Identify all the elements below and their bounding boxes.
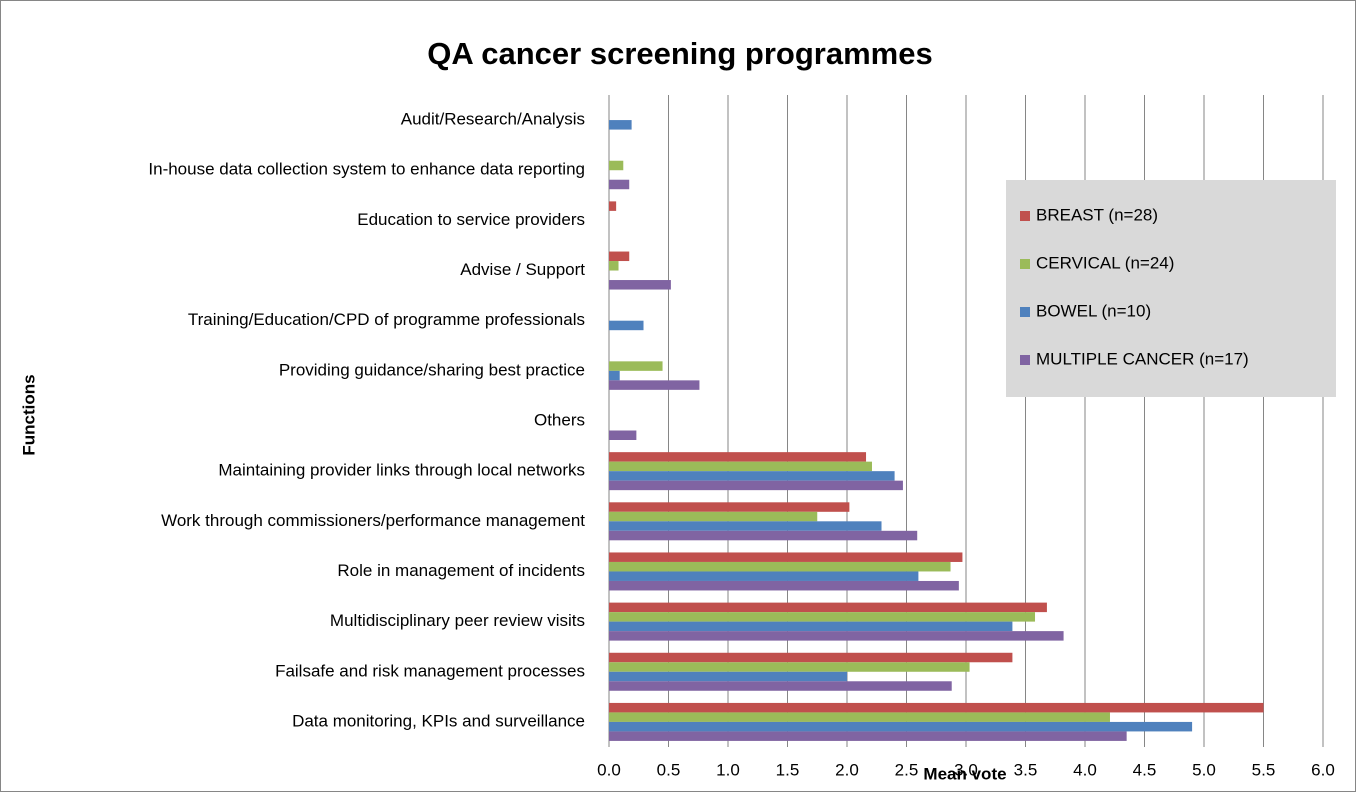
bar <box>609 681 952 691</box>
bar <box>609 251 630 262</box>
bar <box>609 179 630 190</box>
bar <box>609 521 882 531</box>
legend-label: BOWEL (n=10) <box>1036 301 1151 320</box>
y-tick-label: Advise / Support <box>460 260 585 279</box>
bar <box>609 261 619 271</box>
bar <box>609 671 847 682</box>
y-tick-label: Audit/Research/Analysis <box>401 110 585 129</box>
x-tick-label: 1.5 <box>776 760 800 779</box>
y-tick-label: Role in management of incidents <box>337 561 585 580</box>
x-tick-label: 3.5 <box>1014 760 1038 779</box>
x-tick-label: 2.0 <box>835 760 859 779</box>
x-tick-label: 5.0 <box>1192 760 1216 779</box>
y-tick-label: Maintaining provider links through local… <box>218 461 585 480</box>
y-tick-label: Others <box>534 410 585 429</box>
y-tick-label: In-house data collection system to enhan… <box>148 160 585 179</box>
bar <box>609 480 903 491</box>
y-tick-label: Data monitoring, KPIs and surveillance <box>292 711 585 730</box>
bar <box>609 430 637 440</box>
y-tick-label: Work through commissioners/performance m… <box>161 511 585 530</box>
bar <box>609 580 959 591</box>
bar <box>609 160 624 171</box>
bar <box>609 461 872 472</box>
bar <box>609 652 1013 663</box>
bar <box>609 631 1064 641</box>
bar <box>609 571 919 581</box>
x-tick-label: 0.0 <box>597 760 621 779</box>
bar <box>609 370 620 381</box>
legend-label: CERVICAL (n=24) <box>1036 253 1174 272</box>
y-tick-label: Education to service providers <box>357 210 585 229</box>
x-tick-label: 0.5 <box>657 760 681 779</box>
legend-swatch <box>1020 355 1030 365</box>
bar <box>609 380 700 390</box>
bar <box>609 511 818 522</box>
bar <box>609 721 1193 732</box>
chart-title: QA cancer screening programmes <box>427 36 932 71</box>
legend-label: MULTIPLE CANCER (n=17) <box>1036 349 1249 368</box>
bar <box>609 530 918 541</box>
x-tick-label: 2.5 <box>895 760 919 779</box>
y-tick-label: Multidisciplinary peer review visits <box>330 611 585 630</box>
bar <box>609 731 1127 741</box>
bar <box>609 120 632 130</box>
bar <box>609 361 663 371</box>
y-tick-label: Providing guidance/sharing best practice <box>279 360 585 379</box>
bar <box>609 712 1110 722</box>
legend-swatch <box>1020 307 1030 317</box>
bar <box>609 561 951 572</box>
y-axis-title: Functions <box>19 374 38 455</box>
y-tick-label: Training/Education/CPD of programme prof… <box>188 310 585 329</box>
bar <box>609 662 970 672</box>
x-tick-label: 1.0 <box>716 760 740 779</box>
bar <box>609 502 850 512</box>
bar <box>609 702 1264 713</box>
bar <box>609 621 1013 632</box>
bar <box>609 280 671 290</box>
legend-box <box>1006 180 1336 397</box>
x-tick-label: 6.0 <box>1311 760 1335 779</box>
bar <box>609 201 617 211</box>
x-tick-label: 4.0 <box>1073 760 1097 779</box>
x-axis-title: Mean vote <box>923 764 1006 783</box>
x-tick-label: 4.5 <box>1133 760 1157 779</box>
y-tick-label: Failsafe and risk management processes <box>275 661 585 680</box>
bar <box>609 602 1047 613</box>
legend-swatch <box>1020 259 1030 269</box>
bar <box>609 552 963 562</box>
bar <box>609 320 644 331</box>
bar <box>609 612 1036 622</box>
legend-label: BREAST (n=28) <box>1036 205 1158 224</box>
x-tick-label: 3.0 <box>954 760 978 779</box>
bar <box>609 471 895 481</box>
x-tick-label: 5.5 <box>1252 760 1276 779</box>
legend-swatch <box>1020 211 1030 221</box>
bar <box>609 452 867 462</box>
